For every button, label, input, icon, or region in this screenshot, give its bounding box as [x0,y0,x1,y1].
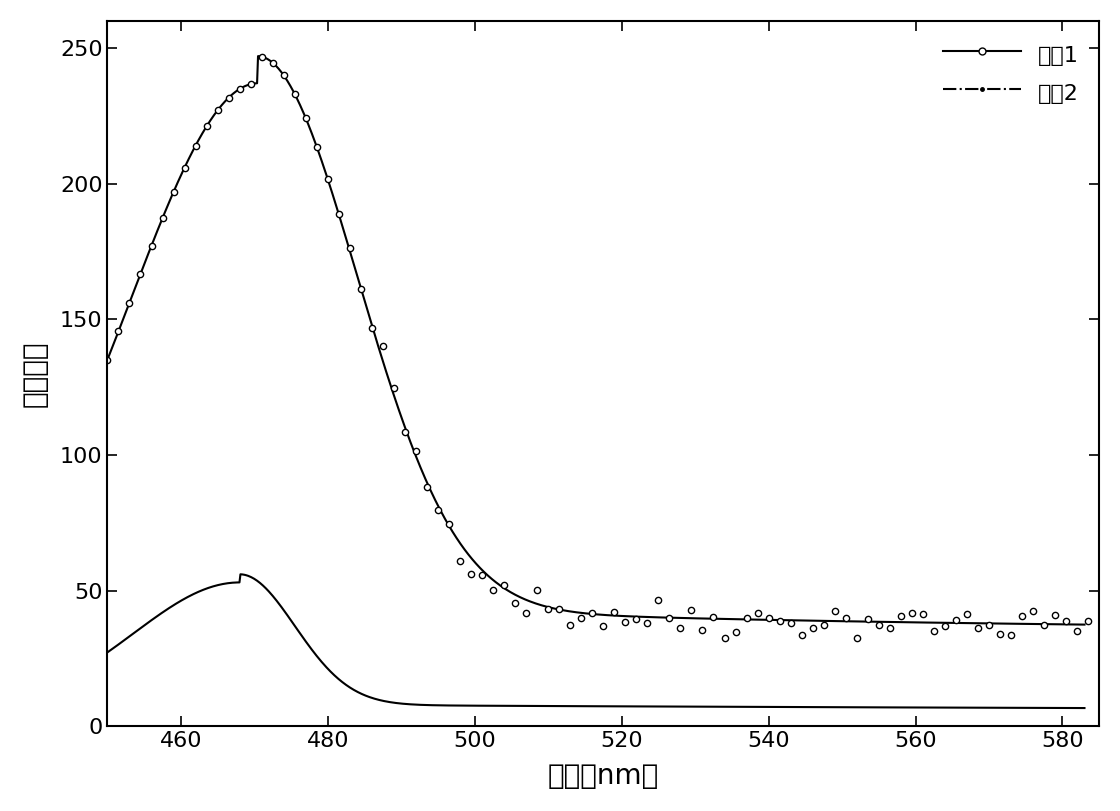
X-axis label: 波长（nm）: 波长（nm） [548,762,659,790]
Y-axis label: 发光强度: 发光强度 [21,341,49,407]
Legend: 曲煹1, 曲煹2: 曲煹1, 曲煹2 [934,32,1088,115]
